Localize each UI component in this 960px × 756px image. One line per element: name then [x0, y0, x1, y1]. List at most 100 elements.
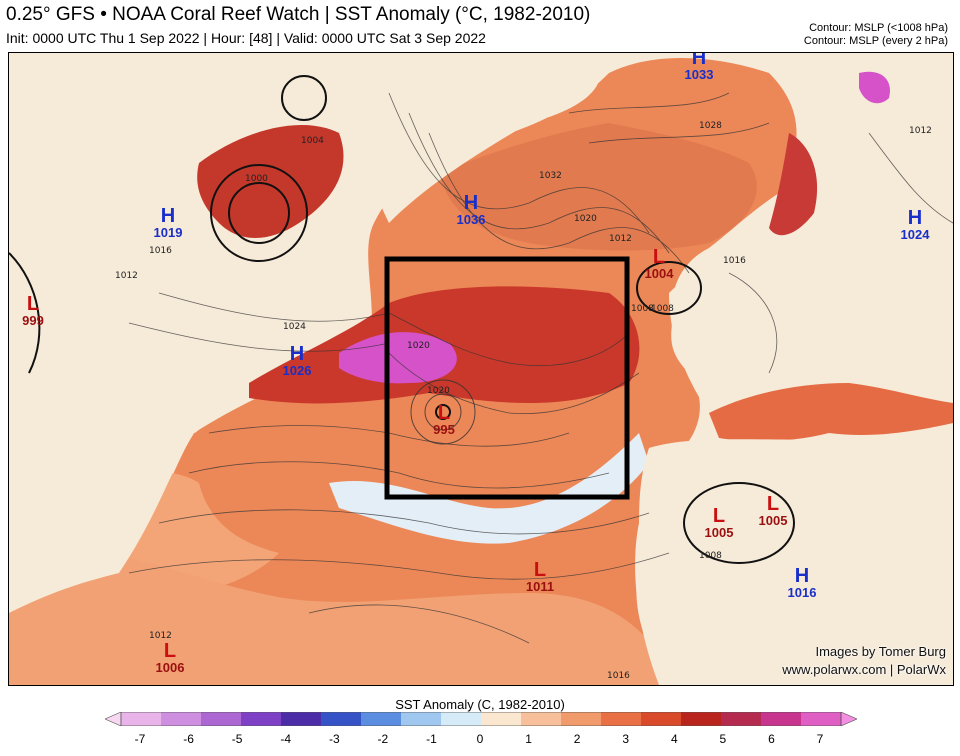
- colorbar-segment: [201, 712, 242, 726]
- center-letter: L: [712, 505, 726, 527]
- isobar-label: 1008: [699, 551, 722, 561]
- isobar-label: 1008: [631, 304, 654, 314]
- colorbar-segment: [601, 712, 642, 726]
- colorbar-segment: [361, 712, 402, 726]
- center-value: 1033: [684, 67, 714, 82]
- center-value: 1016: [787, 585, 817, 600]
- greenland-land: [358, 55, 601, 223]
- isobar-label: 1016: [149, 246, 172, 256]
- center-value: 1004: [644, 266, 674, 281]
- colorbar-segment: [641, 712, 682, 726]
- colorbar-tick-label: 6: [768, 732, 775, 746]
- center-letter: L: [163, 640, 177, 662]
- norwegian-sea: [439, 123, 757, 251]
- colorbar-tick-label: 1: [525, 732, 532, 746]
- credit-website: www.polarwx.com | PolarWx: [782, 662, 946, 677]
- colorbar-tick-label: -1: [426, 732, 437, 746]
- center-letter: H: [691, 52, 707, 69]
- colorbar-segment: [801, 712, 842, 726]
- colorbar-min-arrow: [105, 712, 122, 726]
- north-america-land: [9, 53, 309, 613]
- sst-anomaly-map[interactable]: 1004 1000 1016 1012 1024 1020 1020 1032 …: [8, 52, 954, 686]
- isobar-label: 1020: [427, 386, 450, 396]
- high-pressure-center: H 1033: [684, 52, 714, 82]
- center-letter: H: [794, 565, 810, 587]
- isobar-label: 1004: [301, 136, 324, 146]
- cool-anomaly-band: [329, 433, 649, 544]
- low-pressure-center: L 1004: [645, 247, 674, 281]
- center-letter: L: [652, 246, 666, 268]
- colorbar: [105, 712, 857, 726]
- isobar-label: 1024: [283, 322, 306, 332]
- center-value: 1026: [282, 363, 312, 378]
- high-pressure-center: H 1024: [901, 208, 930, 242]
- isobar-label: 1008: [651, 304, 674, 314]
- isobar-label: 1020: [574, 214, 597, 224]
- center-letter: H: [463, 192, 479, 214]
- high-pressure-center: H 1036: [457, 193, 486, 227]
- colorbar-tick-label: 4: [670, 732, 678, 746]
- center-letter: L: [533, 559, 547, 581]
- center-letter: L: [766, 493, 780, 515]
- colorbar-tick-label: -7: [134, 732, 146, 746]
- colorbar-segment: [121, 712, 162, 726]
- europe-land: [669, 183, 953, 413]
- tropical-ocean: [9, 547, 659, 685]
- center-letter: L: [437, 402, 451, 424]
- center-letter: H: [160, 205, 176, 227]
- colorbar-segment: [481, 712, 522, 726]
- isobar-label: 1016: [607, 671, 630, 681]
- credit-author: Images by Tomer Burg: [815, 644, 946, 659]
- center-letter: L: [26, 293, 40, 315]
- center-value: 1006: [155, 660, 185, 675]
- center-value: 1019: [153, 225, 183, 240]
- center-value: 995: [433, 422, 455, 437]
- colorbar-max-arrow: [840, 712, 857, 726]
- isobar-label: 1012: [609, 234, 632, 244]
- colorbar-segment: [281, 712, 322, 726]
- colorbar-tick-label: 3: [622, 732, 630, 746]
- colorbar-tick-label: -3: [328, 732, 340, 746]
- africa-land: [635, 438, 953, 685]
- low-pressure-contours: [9, 75, 795, 564]
- isobar-label-group: 1004 1000 1016 1012 1024 1020 1020 1032 …: [115, 121, 932, 681]
- baltic-sea: [769, 133, 818, 236]
- contour-legend-1: Contour: MSLP (<1008 hPa): [809, 22, 948, 34]
- low-pressure-center: L 1005: [705, 506, 734, 540]
- colorbar-segment: [561, 712, 602, 726]
- center-letter: H: [907, 207, 923, 229]
- colorbar-segment: [441, 712, 482, 726]
- colorbar-segment: [721, 712, 762, 726]
- map-title: 0.25° GFS • NOAA Coral Reef Watch | SST …: [6, 4, 591, 25]
- high-pressure-center: H 1026: [283, 344, 312, 378]
- isobar-label: 1032: [539, 171, 562, 181]
- center-value: 1011: [525, 579, 555, 594]
- highlight-box: [384, 256, 630, 500]
- mediterranean-sea: [709, 383, 953, 442]
- colorbar-tick-label: 7: [816, 732, 824, 746]
- colorbar-segment: [681, 712, 722, 726]
- colorbar-segment: [521, 712, 562, 726]
- run-info: Init: 0000 UTC Thu 1 Sep 2022 | Hour: [4…: [6, 30, 486, 46]
- isobar-label: 1000: [245, 174, 268, 184]
- colorbar-segment: [761, 712, 802, 726]
- contour-legend-2: Contour: MSLP (every 2 hPa): [803, 35, 948, 47]
- colorbar-segment: [241, 712, 282, 726]
- center-value: 1005: [758, 513, 788, 528]
- colorbar-tick-label: 0: [476, 732, 484, 746]
- colorbar-frame: [120, 712, 842, 726]
- isobar-label: 1012: [149, 631, 172, 641]
- high-pressure-center: H 1016: [788, 566, 817, 600]
- colorbar-segment: [401, 712, 442, 726]
- isobar-label: 1028: [699, 121, 722, 131]
- isobar-label: 1016: [723, 256, 746, 266]
- center-value: 1005: [704, 525, 734, 540]
- low-pressure-center: L 1011: [526, 560, 554, 594]
- low-pressure-center: L 999: [22, 294, 44, 328]
- colorbar-segment: [161, 712, 202, 726]
- center-value: 1024: [900, 227, 930, 242]
- colorbar-tick-label: 5: [719, 732, 727, 746]
- isobar-label: 1020: [407, 341, 430, 351]
- colorbar-tick-label: -4: [280, 732, 292, 746]
- colorbar-ticks: -7 -6 -5 -4 -3 -2 -1 0 1 2 3 4 5 6 7: [0, 732, 960, 752]
